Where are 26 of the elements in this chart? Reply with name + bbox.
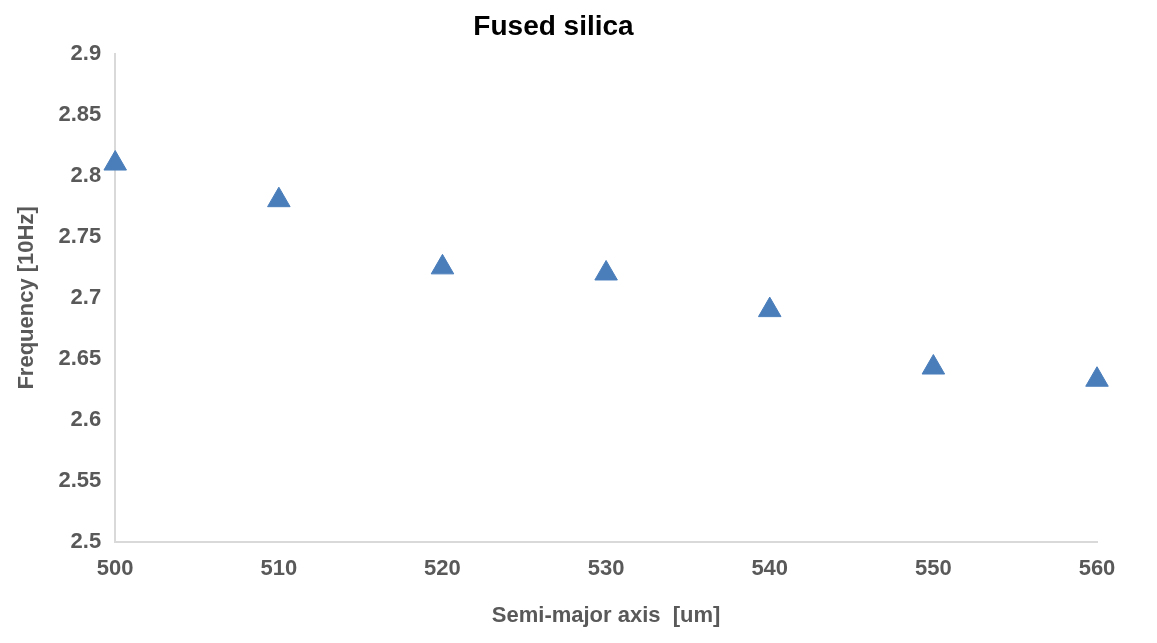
point [103, 150, 127, 171]
point [430, 253, 455, 275]
x-tick-label: 560 [1078, 555, 1116, 581]
point [594, 259, 618, 281]
y-tick-label: 2.7 [70, 283, 102, 309]
point [267, 186, 291, 208]
y-tick-label: 2.9 [70, 39, 102, 65]
x-axis-title: Semi-major axis [um] [491, 601, 721, 627]
y-tick-label: 2.6 [70, 406, 102, 432]
chart-title: Fused silica [473, 9, 635, 41]
y-axis-title: Frequency [10Hz] [13, 206, 39, 390]
x-tick-label: 520 [424, 555, 461, 581]
y-tick-label: 2.65 [58, 345, 102, 371]
point [1085, 366, 1109, 387]
point [757, 296, 782, 318]
y-tick-label: 2.5 [70, 528, 102, 554]
x-tick-label: 550 [915, 555, 952, 581]
y-tick-label: 2.75 [58, 222, 102, 248]
y-tick-label: 2.85 [58, 100, 102, 126]
y-tick-label: 2.55 [58, 467, 102, 493]
x-tick-label: 530 [587, 555, 625, 581]
x-tick-label: 510 [260, 555, 298, 581]
point [921, 354, 946, 375]
x-tick-label: 500 [96, 555, 134, 581]
x-tick-label: 540 [751, 555, 789, 581]
y-tick-label: 2.8 [70, 161, 102, 187]
